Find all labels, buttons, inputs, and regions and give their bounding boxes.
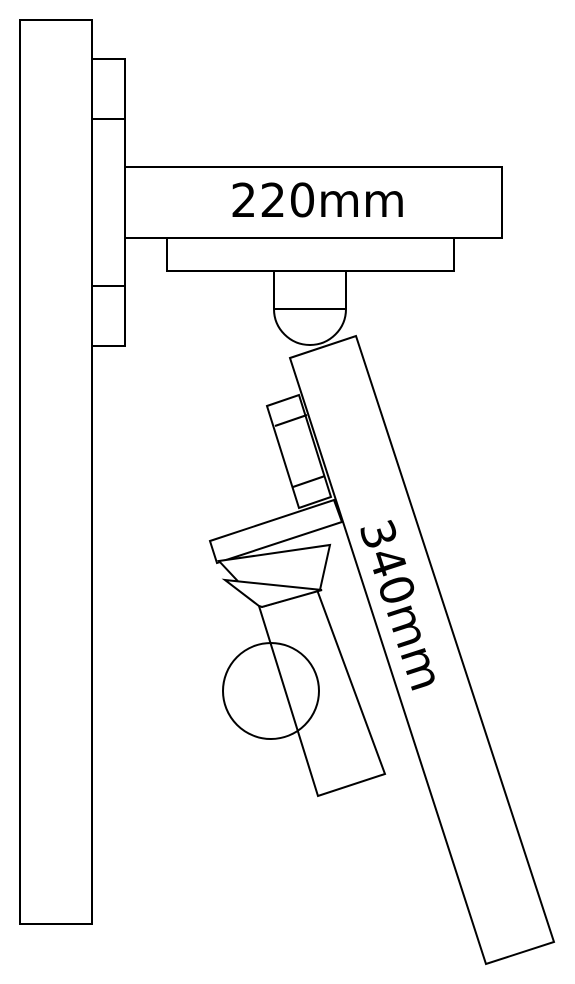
ball-joint (273, 270, 347, 346)
handle-shaft (257, 585, 387, 798)
knob (222, 642, 320, 740)
upper-arm-plate (166, 237, 455, 272)
upper-arm-length-label: 220mm (229, 174, 406, 228)
lower-arm (288, 334, 556, 966)
wall-bracket (91, 58, 126, 347)
holder-plate (208, 498, 344, 565)
holder-collar (221, 578, 323, 609)
wall-post (19, 19, 93, 925)
lower-arm-bracket-divider-bottom (292, 475, 326, 488)
lower-arm-bracket-divider-top (274, 414, 308, 427)
upper-arm (124, 166, 503, 239)
